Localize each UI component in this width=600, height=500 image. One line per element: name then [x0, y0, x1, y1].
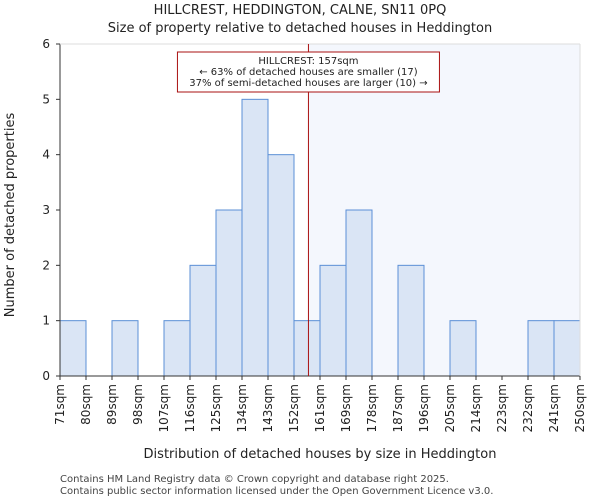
x-tick-label-89sqm: 89sqm	[105, 384, 119, 425]
x-axis-label: Distribution of detached houses by size …	[144, 447, 497, 462]
x-tick-label-152sqm: 152sqm	[287, 384, 301, 432]
bar-241sqm	[553, 320, 581, 377]
bar-232sqm	[527, 320, 555, 377]
x-tick-label-250sqm: 250sqm	[573, 384, 587, 432]
y-tick-label-0: 0	[42, 369, 50, 383]
bar-143sqm	[267, 154, 295, 377]
footer-line-2: Contains public sector information licen…	[60, 486, 493, 497]
x-tick-label-196sqm: 196sqm	[417, 384, 431, 432]
x-tick-label-214sqm: 214sqm	[469, 384, 483, 432]
x-tick-label-232sqm: 232sqm	[521, 384, 535, 432]
plot-area: 0 1 2 3 4 5 6 71sqm 80sqm 89sqm 98sqm 107sqm 116sqm 1…	[42, 37, 587, 432]
y-tick-label-4: 4	[42, 148, 50, 162]
y-tick-label-1: 1	[42, 314, 50, 328]
x-tick-label-71sqm: 71sqm	[53, 384, 67, 425]
bar-107sqm	[163, 320, 191, 377]
x-tick-label-107sqm: 107sqm	[157, 384, 171, 432]
chart-subtitle: Size of property relative to detached ho…	[108, 21, 492, 36]
x-tick-label-98sqm: 98sqm	[131, 384, 145, 425]
y-tick-label-5: 5	[42, 92, 50, 106]
bar-205sqm	[449, 320, 477, 377]
y-tick-label-2: 2	[42, 258, 50, 272]
bar-89sqm	[111, 320, 139, 377]
y-tick-label-6: 6	[42, 37, 50, 51]
x-tick-label-241sqm: 241sqm	[547, 384, 561, 432]
x-tick-label-143sqm: 143sqm	[261, 384, 275, 432]
bar-134sqm	[241, 98, 269, 377]
bar-152sqm	[293, 320, 321, 377]
y-axis-label: Number of detached properties	[3, 113, 18, 318]
bar-71sqm	[59, 320, 87, 377]
annotation-line-2: ← 63% of detached houses are smaller (17…	[199, 67, 417, 78]
x-tick-label-80sqm: 80sqm	[79, 384, 93, 425]
x-tick-label-134sqm: 134sqm	[235, 384, 249, 432]
footer-line-1: Contains HM Land Registry data © Crown c…	[60, 474, 449, 485]
annotation-box	[176, 51, 440, 93]
y-tick-label-3: 3	[42, 203, 50, 217]
bar-116sqm	[189, 264, 217, 377]
chart-title: HILLCREST, HEDDINGTON, CALNE, SN11 0PQ	[154, 3, 447, 18]
bar-161sqm	[319, 264, 347, 377]
x-tick-label-187sqm: 187sqm	[391, 384, 405, 432]
annotation-line-3: 37% of semi-detached houses are larger (…	[189, 78, 427, 89]
annotation-line-1: HILLCREST: 157sqm	[258, 56, 358, 67]
x-tick-label-178sqm: 178sqm	[365, 384, 379, 432]
bar-187sqm	[397, 264, 425, 377]
bar-125sqm	[215, 209, 243, 377]
bar-169sqm	[345, 209, 373, 377]
x-tick-label-169sqm: 169sqm	[339, 384, 353, 432]
x-tick-label-125sqm: 125sqm	[209, 384, 223, 432]
x-tick-label-161sqm: 161sqm	[313, 384, 327, 432]
x-tick-label-205sqm: 205sqm	[443, 384, 457, 432]
x-tick-label-116sqm: 116sqm	[183, 384, 197, 432]
x-tick-label-223sqm: 223sqm	[495, 384, 509, 432]
